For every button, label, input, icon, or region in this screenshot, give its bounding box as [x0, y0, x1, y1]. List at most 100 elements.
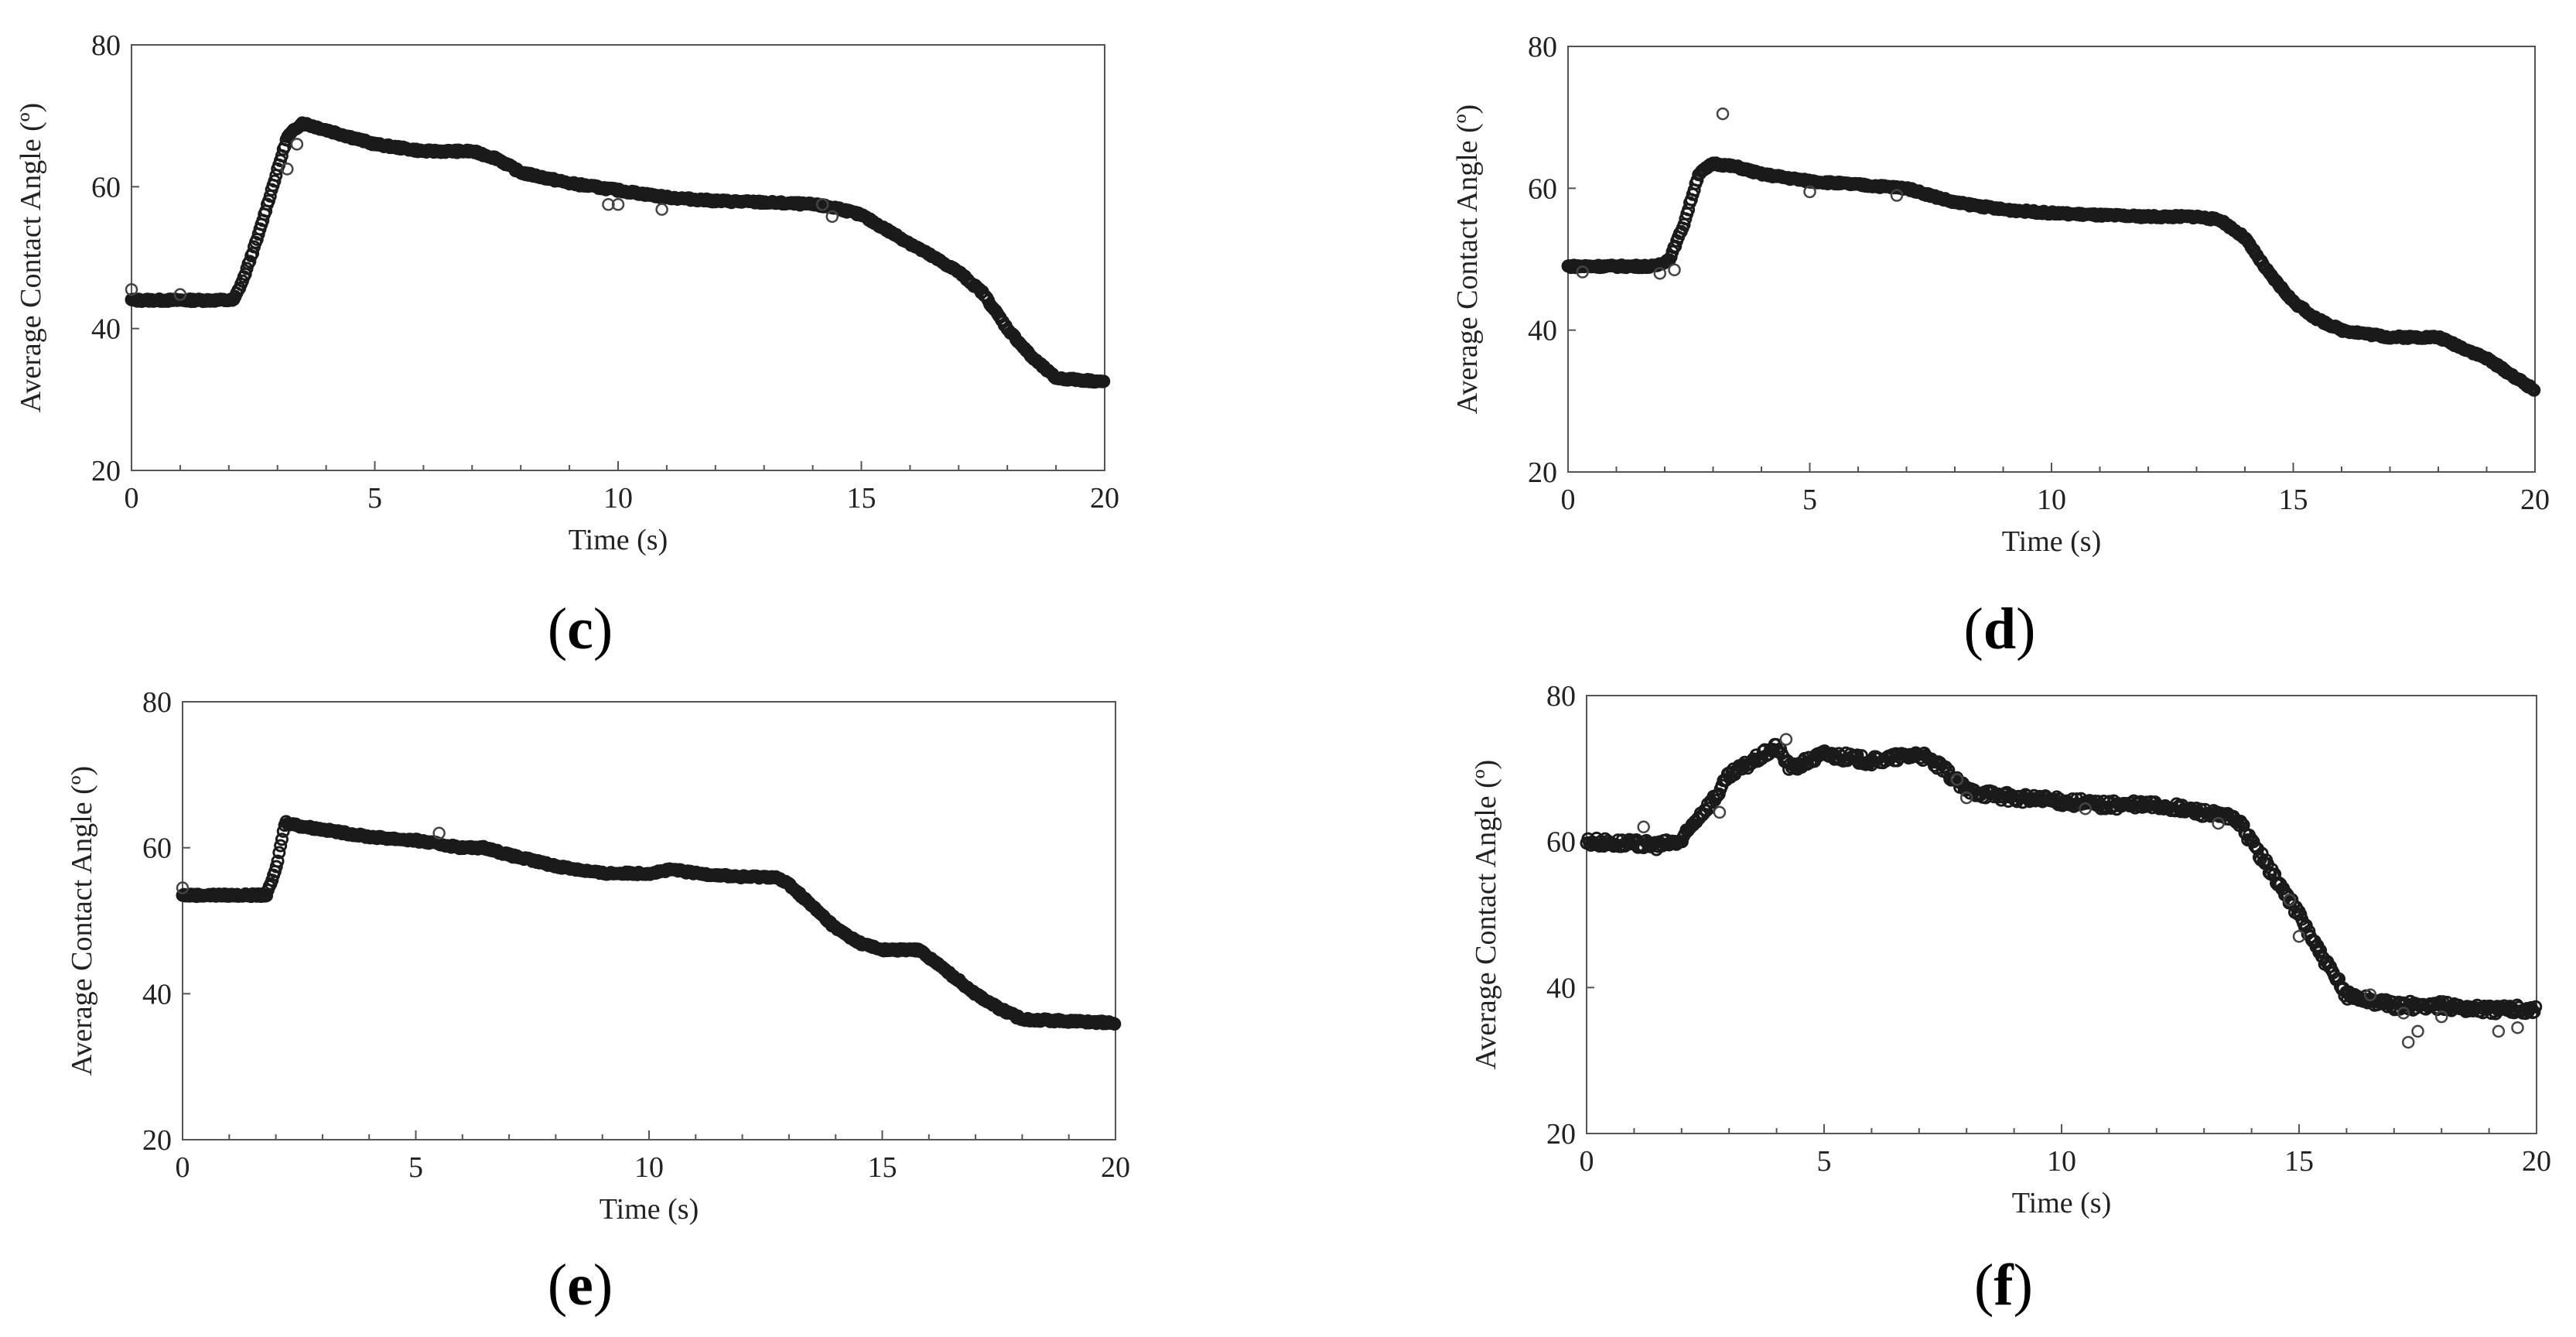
y-tick-label-c: 60 — [91, 171, 121, 203]
data-point — [272, 846, 286, 860]
x-axis-title-f: Time (s) — [2012, 1187, 2111, 1219]
chart-f-svg: 20 40 60 80 0 5 10 15 20 Time (s) Average Contact … — [1470, 680, 2551, 1219]
data-point-outlier — [125, 283, 138, 296]
x-tick-label-e: 0 — [176, 1151, 190, 1184]
plot-frame-d — [1567, 46, 2536, 473]
data-point — [1108, 1017, 1122, 1031]
y-tick-label-f: 60 — [1546, 826, 1576, 859]
data-point — [1097, 374, 1111, 388]
data-point-outlier — [2397, 1007, 2410, 1020]
y-tick-label-d: 20 — [1528, 456, 1557, 489]
data-point-outlier — [1576, 265, 1589, 279]
x-tick-label-f: 15 — [2284, 1145, 2314, 1178]
data-point-outlier — [2212, 816, 2225, 830]
x-tick-label-c: 20 — [1090, 482, 1119, 515]
data-point-outlier — [611, 198, 625, 211]
data-point — [2527, 383, 2541, 397]
x-axis-title-d: Time (s) — [2002, 525, 2101, 558]
y-tick-label-c: 20 — [91, 455, 121, 487]
data-series-c — [125, 116, 1111, 389]
panel-label-d: (d) — [1963, 597, 2036, 662]
x-tick-label-f: 10 — [2047, 1145, 2076, 1178]
x-tick-label-c: 5 — [367, 482, 382, 515]
y-axis-title-d: Average Contact Angle (º) — [1451, 104, 1484, 414]
x-tick-label-d: 20 — [2520, 484, 2550, 516]
chart-panel-e: 20 40 60 80 0 5 10 15 20 Time (s) Average Contact … — [0, 668, 1288, 1337]
data-point — [1939, 760, 1952, 774]
y-tick-label-e: 40 — [142, 978, 172, 1010]
data-point — [243, 255, 257, 268]
data-point-outlier — [2411, 1024, 2424, 1038]
data-point-outlier — [2401, 1035, 2415, 1049]
y-tick-label-f: 80 — [1546, 680, 1576, 713]
data-point-outlier — [2283, 893, 2296, 907]
data-series-d — [1561, 107, 2541, 397]
data-point-outlier — [1950, 773, 1964, 786]
data-point-outlier — [2434, 1010, 2448, 1024]
plot-frame-f — [1586, 695, 2537, 1134]
data-point-outlier — [1653, 267, 1666, 280]
data-point — [268, 174, 282, 188]
y-tick-label-d: 80 — [1528, 31, 1557, 63]
data-point-outlier — [1713, 805, 1727, 819]
x-axis-title-e: Time (s) — [600, 1193, 699, 1226]
data-point-outlier — [1668, 263, 1681, 276]
data-point-outlier — [2079, 802, 2092, 816]
data-point-outlier — [1959, 791, 1973, 805]
panel-label-e: (e) — [547, 1253, 613, 1318]
data-point-outlier — [1637, 820, 1650, 834]
y-axis-title-f: Average Contact Angle (º) — [1470, 760, 1502, 1069]
x-tick-label-e: 15 — [868, 1151, 897, 1184]
y-tick-label-c: 80 — [91, 29, 121, 62]
data-point-outlier — [173, 288, 187, 301]
data-point — [271, 854, 285, 868]
y-tick-label-c: 40 — [91, 313, 121, 346]
data-series-f — [1580, 733, 2543, 1049]
x-tick-label-e: 5 — [408, 1151, 423, 1184]
y-tick-label-d: 40 — [1528, 315, 1557, 347]
data-point-outlier — [432, 826, 446, 840]
x-tick-label-d: 5 — [1802, 484, 1817, 516]
data-point — [2529, 1000, 2543, 1014]
data-point-outlier — [815, 198, 829, 211]
x-tick-label-e: 20 — [1101, 1151, 1130, 1184]
x-tick-label-f: 5 — [1817, 1145, 1832, 1178]
panel-label-c: (c) — [547, 597, 613, 662]
panel-label-f: (f) — [1974, 1253, 2033, 1318]
data-point-outlier — [2292, 930, 2306, 943]
x-axis-title-c: Time (s) — [569, 524, 668, 556]
y-tick-label-e: 20 — [142, 1124, 172, 1157]
plot-frame-e — [182, 701, 1116, 1140]
x-tick-label-c: 15 — [847, 482, 876, 515]
data-point — [269, 860, 283, 874]
data-point-outlier — [1890, 189, 1904, 202]
chart-panel-f: 20 40 60 80 0 5 10 15 20 Time (s) Average Contact … — [1288, 668, 2576, 1337]
data-point-outlier — [2492, 1024, 2506, 1038]
data-point — [275, 833, 289, 846]
data-point-outlier — [176, 881, 190, 894]
y-tick-label-f: 20 — [1546, 1118, 1576, 1151]
data-point-outlier — [1779, 733, 1793, 746]
x-tick-label-f: 20 — [2522, 1145, 2551, 1178]
data-point-outlier — [602, 198, 615, 211]
data-point-outlier — [2363, 988, 2377, 1002]
y-tick-label-e: 60 — [142, 833, 172, 865]
x-tick-label-e: 10 — [634, 1151, 664, 1184]
y-axis-title-e: Average Contact Angle (º) — [66, 766, 98, 1075]
data-point-outlier — [1803, 185, 1816, 199]
x-tick-label-d: 10 — [2037, 484, 2066, 516]
chart-e-svg: 20 40 60 80 0 5 10 15 20 Time (s) Average Contact … — [66, 686, 1130, 1226]
x-tick-label-c: 10 — [603, 482, 633, 515]
x-tick-label-f: 0 — [1580, 1145, 1594, 1178]
y-tick-label-d: 60 — [1528, 173, 1557, 205]
plot-frame-c — [131, 44, 1105, 471]
chart-d-svg: 20 40 60 80 0 5 10 15 20 Time (s) Average Contact … — [1451, 31, 2550, 558]
chart-panel-c: 20 40 60 80 0 5 10 15 20 Time (s) Average Contact … — [0, 0, 1288, 668]
chart-c-svg: 20 40 60 80 0 5 10 15 20 Time (s) Average Contact … — [15, 29, 1119, 556]
data-point-outlier — [825, 210, 839, 224]
data-point-outlier — [281, 162, 294, 176]
data-point-outlier — [2511, 1021, 2524, 1034]
x-tick-label-d: 0 — [1561, 484, 1576, 516]
data-point-outlier — [655, 203, 668, 216]
x-tick-label-c: 0 — [125, 482, 139, 515]
